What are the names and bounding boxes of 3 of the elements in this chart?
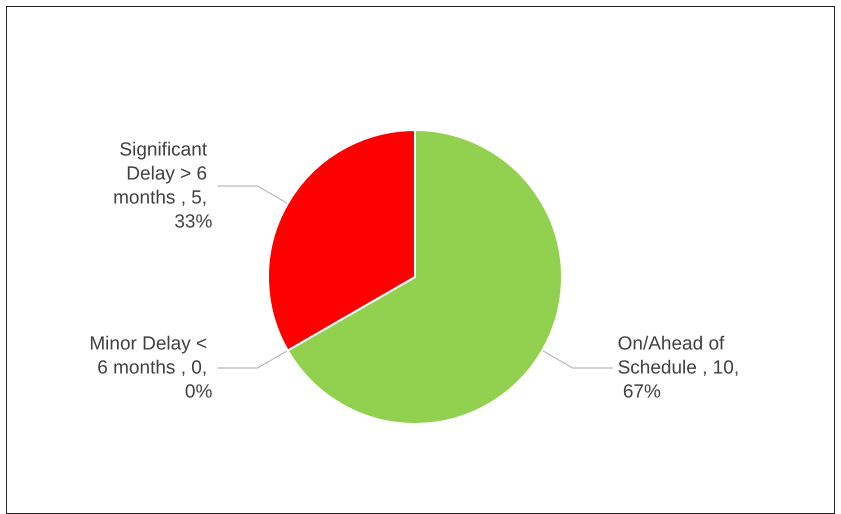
- slice-label: Significant Delay > 6 months , 5, 33%: [113, 140, 212, 232]
- slice-label: On/Ahead of Schedule , 10, 67%: [618, 334, 740, 402]
- legend-label: Minor Delay < 6 months , 0, 0%: [89, 334, 212, 402]
